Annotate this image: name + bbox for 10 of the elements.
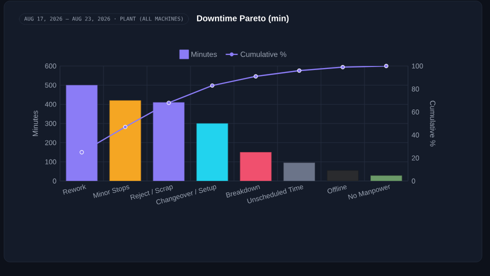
point: [254, 74, 258, 78]
point: [340, 65, 345, 70]
point: [80, 150, 84, 154]
point: [166, 100, 171, 105]
point: [384, 64, 388, 68]
bar: [370, 175, 402, 181]
point: [297, 68, 302, 73]
chart-title: Downtime Pareto (min): [197, 15, 289, 23]
point: [123, 124, 128, 130]
point: [210, 83, 214, 88]
